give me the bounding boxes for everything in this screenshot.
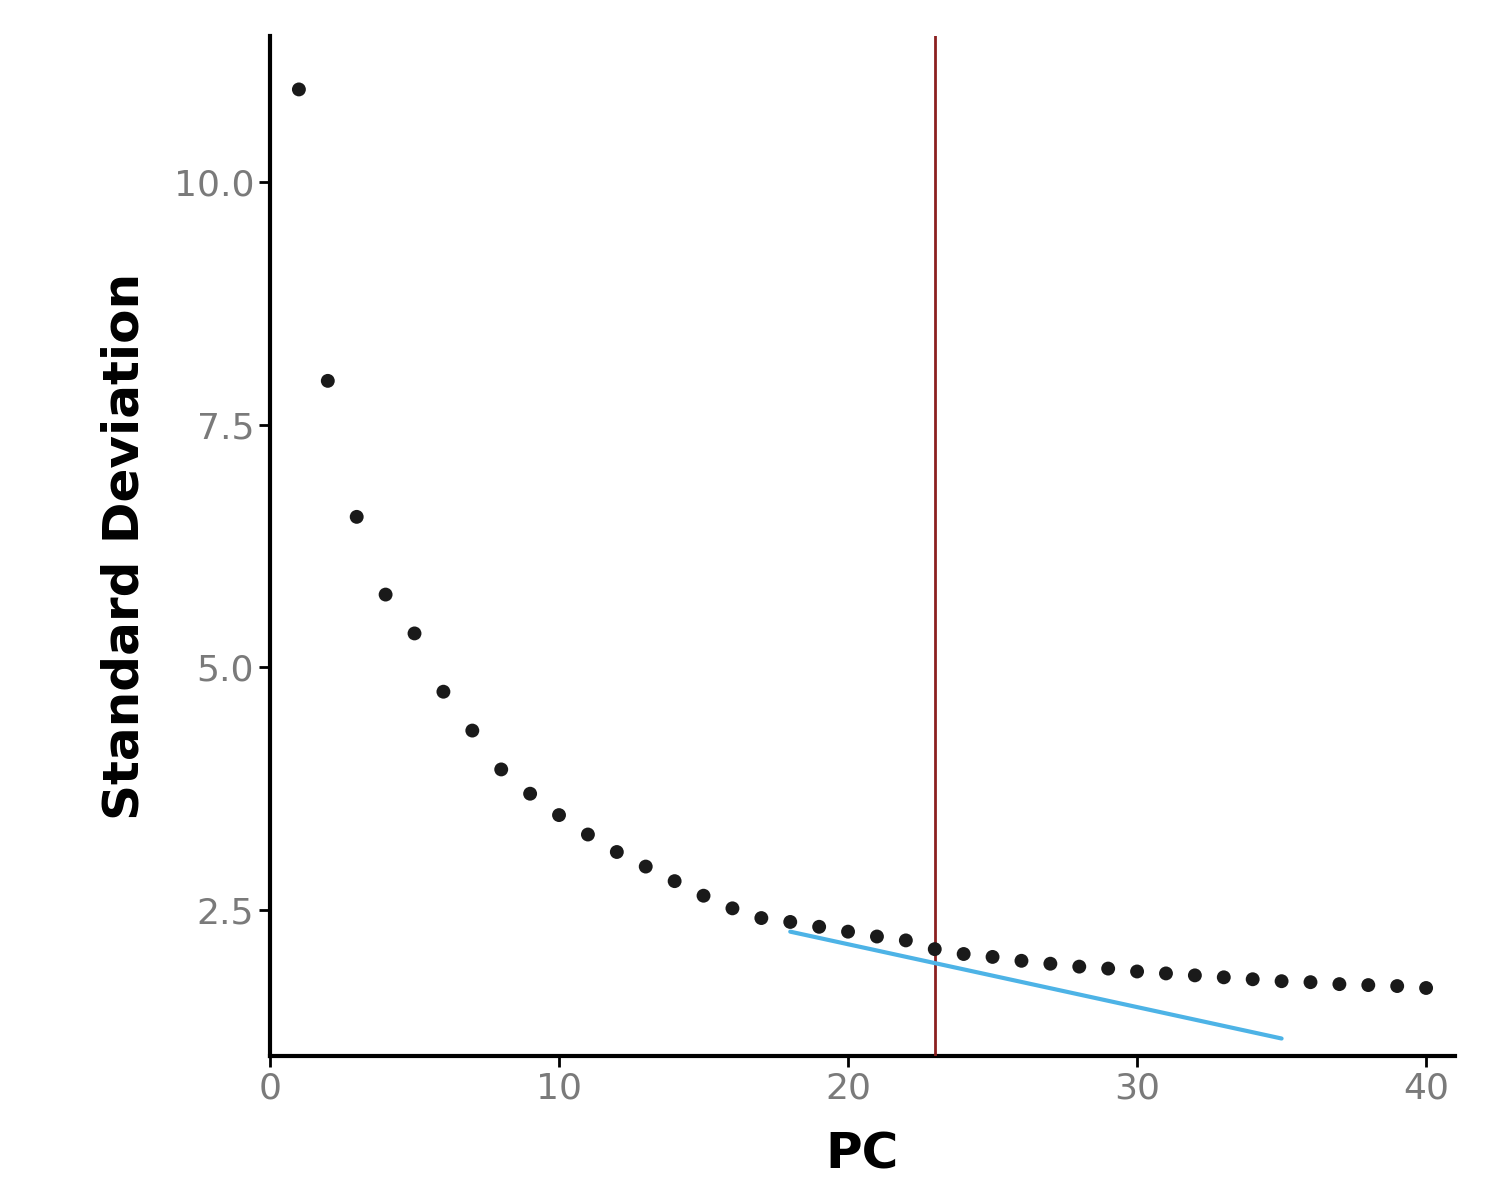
Point [865,926,889,946]
Point [1269,972,1293,991]
Point [518,784,542,803]
Point [1212,967,1236,986]
Point [951,944,975,964]
Point [1299,972,1323,991]
Point [489,760,513,779]
Point [604,842,628,862]
Point [836,922,860,941]
Point [460,721,484,740]
Point [922,940,946,959]
Point [1010,952,1034,971]
Point [345,508,369,527]
Point [402,624,426,643]
Point [432,682,456,701]
Point [316,371,340,390]
Point [692,886,715,905]
Point [1240,970,1264,989]
Point [576,824,600,844]
Y-axis label: Standard Deviation: Standard Deviation [100,272,148,820]
Point [1154,964,1178,983]
Point [1038,954,1062,973]
Point [1384,977,1408,996]
Point [807,917,831,936]
Point [894,931,918,950]
X-axis label: PC: PC [827,1130,898,1178]
Point [286,80,310,100]
Point [633,857,657,876]
Point [374,584,398,604]
Point [1356,976,1380,995]
Point [1414,978,1438,997]
Point [548,805,572,824]
Point [1125,962,1149,982]
Point [663,871,687,890]
Point [1068,958,1092,977]
Point [778,912,802,931]
Point [981,947,1005,966]
Point [1096,959,1120,978]
Point [750,908,774,928]
Point [720,899,744,918]
Point [1184,966,1208,985]
Point [1328,974,1352,994]
